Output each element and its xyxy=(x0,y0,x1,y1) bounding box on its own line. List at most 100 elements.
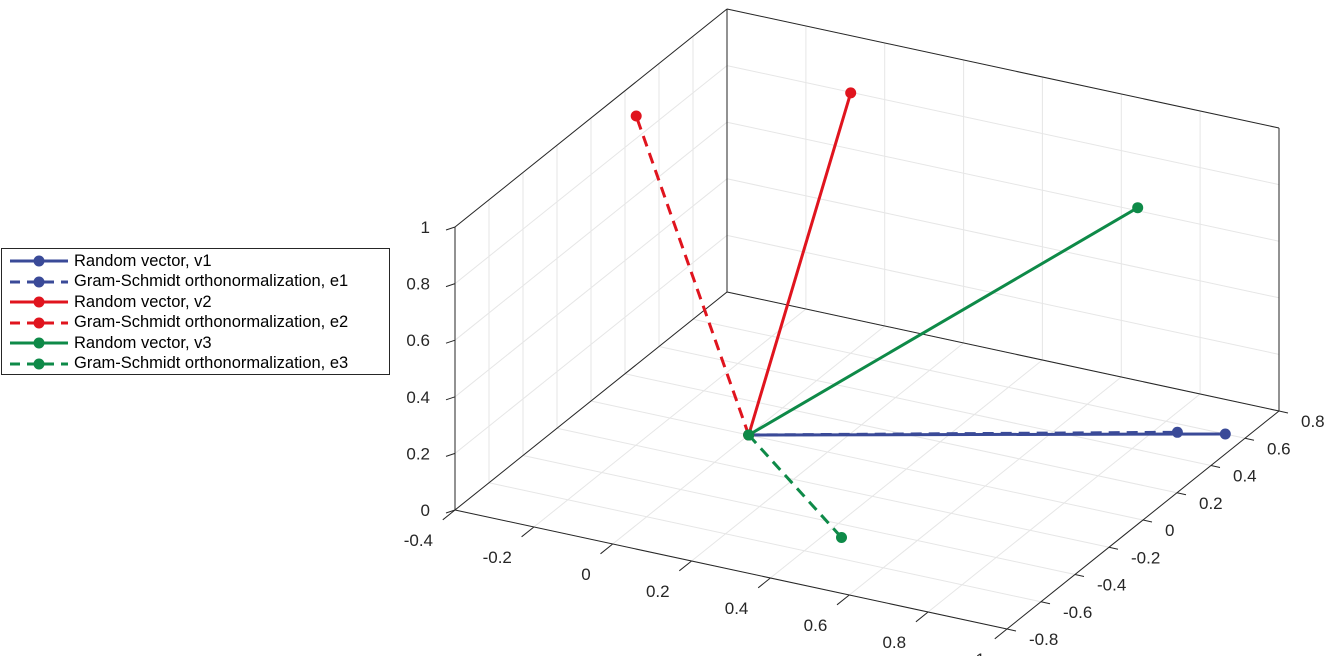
legend-item-v3: Random vector, v3 xyxy=(2,333,389,354)
z-tick-2 xyxy=(445,396,456,401)
legend-swatch-e2 xyxy=(10,317,68,329)
grid-lines xyxy=(454,8,1280,630)
tick-labels: -0.4 -0.2 0 0.2 0.4 0.6 0.8 1 -0.8 -0.6 -0.4 -0.2 0 0… xyxy=(404,218,1325,656)
grid-floor-y-1 xyxy=(488,482,1042,603)
x-tick-label-1: -0.2 xyxy=(483,548,512,567)
legend-swatch-v2 xyxy=(10,296,68,308)
legend-item-v2: Random vector, v2 xyxy=(2,292,389,313)
y-tick-label-4: 0 xyxy=(1165,521,1174,540)
legend-marker-3 xyxy=(33,317,45,329)
legend-marker-1 xyxy=(33,276,45,288)
z-tick-label-4: 0.8 xyxy=(406,275,430,294)
grid-floor-y-2 xyxy=(522,455,1076,575)
legend-marker-4 xyxy=(33,337,45,349)
box-edge-top-back xyxy=(726,8,1280,129)
legend-item-e3: Gram-Schmidt orthonormalization, e3 xyxy=(2,354,389,375)
legend-item-e1: Gram-Schmidt orthonormalization, e1 xyxy=(2,272,389,293)
x-tick-1 xyxy=(521,526,535,538)
z-tick-label-1: 0.2 xyxy=(406,444,430,463)
box-edge-floor-left xyxy=(454,291,728,511)
y-tick-label-2: -0.4 xyxy=(1097,576,1126,595)
legend-swatch-v1 xyxy=(10,255,68,267)
grid-wallx-z-4 xyxy=(454,65,728,284)
x-tick-3 xyxy=(678,560,692,572)
grid-wallx-z-3 xyxy=(454,121,728,341)
series-end-marker-4 xyxy=(1132,202,1144,214)
y-tick-4 xyxy=(1142,519,1153,523)
axes-box xyxy=(454,8,1280,630)
x-tick-4 xyxy=(757,577,771,589)
y-tick-0 xyxy=(1006,628,1017,632)
series-line-2 xyxy=(747,92,853,436)
grid-wally-z-1 xyxy=(726,234,1280,355)
x-tick-0 xyxy=(442,509,456,521)
series-5 xyxy=(743,429,847,543)
box-edge-top-left xyxy=(454,8,728,228)
y-tick-7 xyxy=(1244,437,1255,441)
series-line-5 xyxy=(747,433,843,539)
grid-wallx-z-1 xyxy=(454,235,728,454)
y-tick-label-0: -0.8 xyxy=(1029,630,1058,649)
y-tick-3 xyxy=(1108,546,1119,550)
y-tick-label-3: -0.2 xyxy=(1131,548,1160,567)
grid-wally-z-3 xyxy=(726,121,1280,242)
series-4 xyxy=(743,202,1144,441)
legend-label-v3: Random vector, v3 xyxy=(74,333,212,352)
x-tick-7 xyxy=(994,628,1008,640)
grid-wallx-z-2 xyxy=(454,178,728,398)
series-line-4 xyxy=(747,206,1139,437)
series-2 xyxy=(743,87,857,441)
series-3 xyxy=(630,110,755,441)
z-tick-label-5: 1 xyxy=(421,218,430,237)
legend-marker-5 xyxy=(33,358,45,370)
legend-marker-2 xyxy=(33,296,45,308)
series-end-marker-0 xyxy=(1219,428,1231,440)
series-end-marker-5 xyxy=(836,532,847,543)
legend-swatch-e3 xyxy=(10,358,68,370)
y-tick-label-5: 0.2 xyxy=(1199,494,1223,513)
y-tick-label-7: 0.6 xyxy=(1267,439,1291,458)
data-series xyxy=(630,87,1231,543)
x-tick-label-3: 0.2 xyxy=(646,582,670,601)
y-tick-2 xyxy=(1074,574,1085,577)
y-tick-6 xyxy=(1210,465,1221,468)
x-tick-label-2: 0 xyxy=(581,565,590,584)
x-tick-label-7: 1 xyxy=(976,650,985,656)
z-tick-5 xyxy=(445,226,456,231)
x-tick-label-6: 0.8 xyxy=(882,633,906,652)
legend-label-e2: Gram-Schmidt orthonormalization, e2 xyxy=(74,313,349,332)
legend-swatch-e1 xyxy=(10,276,68,288)
z-tick-4 xyxy=(445,283,456,288)
series-end-marker-1 xyxy=(1171,426,1183,438)
z-tick-0 xyxy=(445,509,456,514)
legend-label-v2: Random vector, v2 xyxy=(74,292,212,311)
y-tick-label-8: 0.8 xyxy=(1301,412,1325,431)
legend-item-e2: Gram-Schmidt orthonormalization, e2 xyxy=(2,313,389,334)
z-tick-label-3: 0.6 xyxy=(406,331,430,350)
z-tick-label-0: 0 xyxy=(421,501,430,520)
legend-label-e3: Gram-Schmidt orthonormalization, e3 xyxy=(74,354,349,373)
axis-x-line xyxy=(454,509,1008,630)
z-tick-1 xyxy=(445,452,456,457)
grid-wally-z-2 xyxy=(726,178,1280,299)
grid-wally-z-4 xyxy=(726,65,1280,186)
x-tick-6 xyxy=(915,611,929,623)
z-tick-label-2: 0.4 xyxy=(406,388,430,407)
legend-marker-0 xyxy=(33,255,45,267)
grid-floor-y-6 xyxy=(658,346,1212,466)
series-end-marker-2 xyxy=(845,87,857,99)
legend-label-e1: Gram-Schmidt orthonormalization, e1 xyxy=(74,272,349,291)
legend-swatch-v3 xyxy=(10,337,68,349)
x-tick-2 xyxy=(600,543,614,555)
grid-floor-y-3 xyxy=(556,427,1110,548)
x-tick-label-4: 0.4 xyxy=(725,599,749,618)
legend: Random vector, v1 Gram-Schmidt orthonorm… xyxy=(1,248,390,375)
y-tick-label-1: -0.6 xyxy=(1063,603,1092,622)
y-tick-8 xyxy=(1278,410,1289,414)
legend-label-v1: Random vector, v1 xyxy=(74,251,212,270)
grid-floor-y-7 xyxy=(692,318,1246,439)
y-tick-1 xyxy=(1040,601,1051,605)
y-tick-label-6: 0.4 xyxy=(1233,467,1257,486)
x-tick-label-0: -0.4 xyxy=(404,531,433,550)
